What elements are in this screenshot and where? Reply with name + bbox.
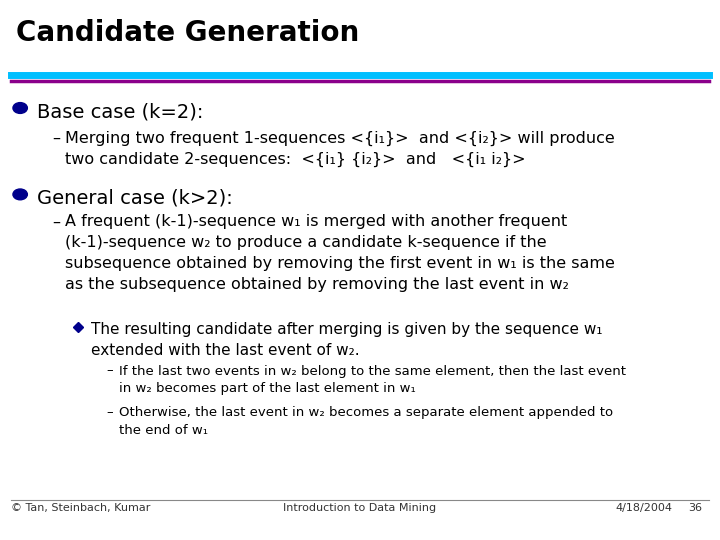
Text: Base case (k=2):: Base case (k=2): [37,103,204,122]
Circle shape [13,189,27,200]
Text: 36: 36 [688,503,702,514]
Text: Candidate Generation: Candidate Generation [16,19,359,47]
Text: Otherwise, the last event in w₂ becomes a separate element appended to
the end o: Otherwise, the last event in w₂ becomes … [119,406,613,436]
Text: 4/18/2004: 4/18/2004 [616,503,672,514]
Text: –: – [52,214,60,230]
Text: If the last two events in w₂ belong to the same element, then the last event
in : If the last two events in w₂ belong to t… [119,364,626,395]
Text: Merging two frequent 1-sequences <{i₁}>  and <{i₂}> will produce
two candidate 2: Merging two frequent 1-sequences <{i₁}> … [65,131,615,167]
Text: –: – [107,364,113,377]
Text: A frequent (k-1)-sequence w₁ is merged with another frequent
(k-1)-sequence w₂ t: A frequent (k-1)-sequence w₁ is merged w… [65,214,615,292]
Text: –: – [107,406,113,419]
Text: © Tan, Steinbach, Kumar: © Tan, Steinbach, Kumar [11,503,150,514]
Text: –: – [52,131,60,146]
Text: The resulting candidate after merging is given by the sequence w₁
extended with : The resulting candidate after merging is… [91,322,602,359]
Text: Introduction to Data Mining: Introduction to Data Mining [284,503,436,514]
Circle shape [13,103,27,113]
Text: General case (k>2):: General case (k>2): [37,189,233,208]
